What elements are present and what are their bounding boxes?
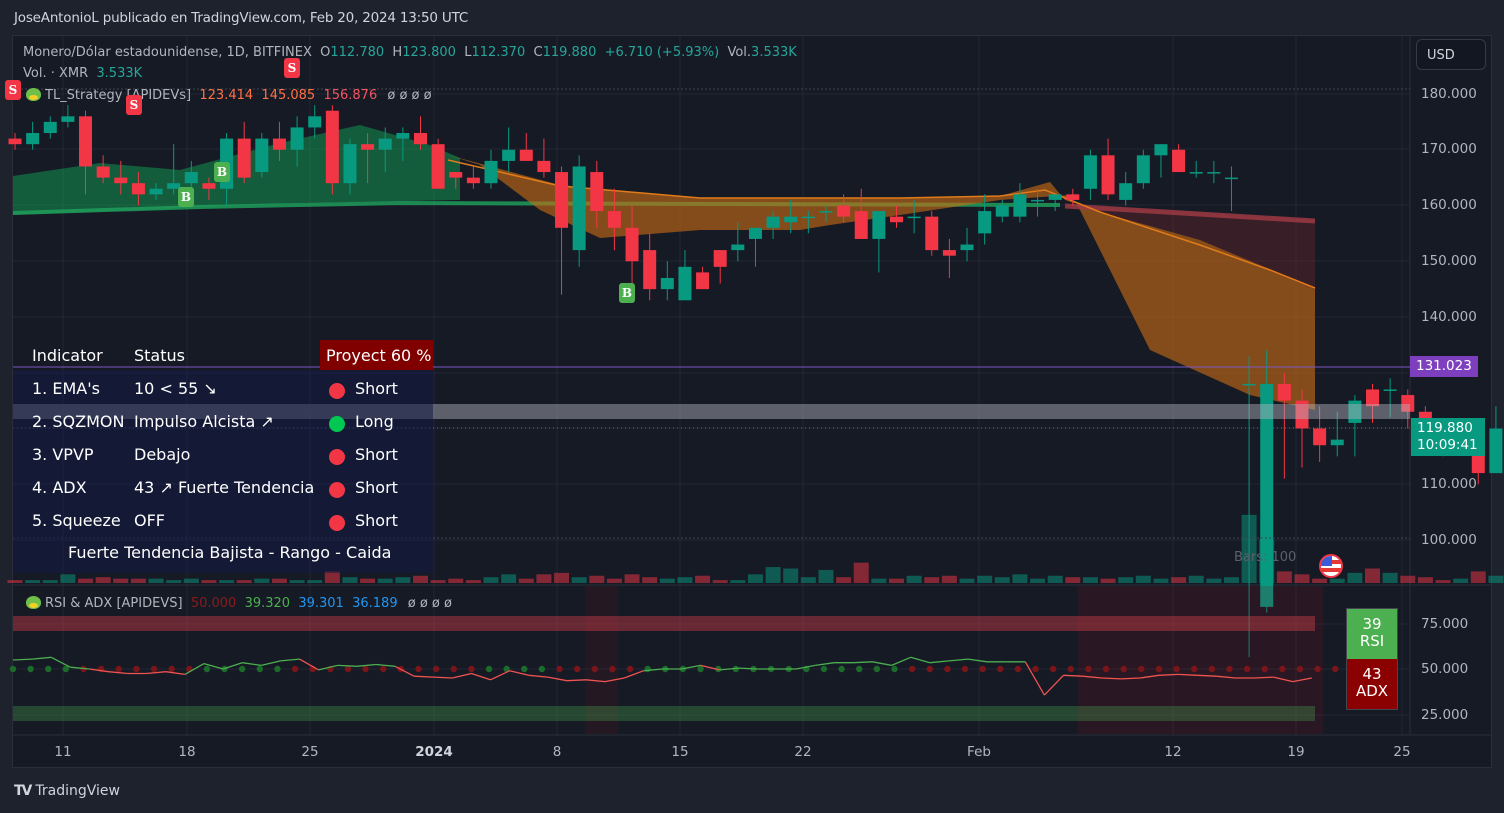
buy-signal-marker: B	[619, 283, 635, 303]
price-axis-label: 140.000	[1421, 309, 1477, 325]
time-axis-label: 22	[794, 744, 812, 760]
low-value: 112.370	[471, 45, 526, 60]
price-axis-label: 170.000	[1421, 141, 1477, 157]
price-axis-label: 160.000	[1421, 197, 1477, 213]
tradingview-brand[interactable]: TV TradingView	[14, 783, 120, 799]
strategy-legend[interactable]: TL_Strategy [APIDEVs] 123.414 145.085 15…	[26, 88, 432, 103]
price-axis-label: 180.000	[1421, 86, 1477, 102]
volume-legend[interactable]: Vol. · XMR 3.533K	[23, 66, 143, 81]
change-value: +6.710 (+5.93%)	[604, 45, 720, 60]
time-axis-label: 18	[178, 744, 196, 760]
symbol-legend: Monero/Dólar estadounidense, 1D, BITFINE…	[23, 45, 797, 60]
table-row: 5. Squeeze OFF Short	[13, 505, 433, 538]
rsi-cell: 39 RSI	[1347, 609, 1397, 659]
time-axis-label: 12	[1164, 744, 1182, 760]
time-axis-label: 8	[552, 744, 562, 760]
table-row: 1. EMA's 10 < 55 ↘ Short	[13, 373, 433, 406]
frog-icon	[26, 88, 41, 101]
signal-dot-icon	[329, 416, 345, 432]
indicator-table: Indicator Status Proyect 60 % 1. EMA's 10…	[13, 340, 433, 573]
publish-bar: JoseAntonioL publicado en TradingView.co…	[0, 0, 1504, 36]
buy-signal-marker: B	[178, 187, 194, 207]
publish-info: JoseAntonioL publicado en TradingView.co…	[14, 10, 469, 26]
last-price-tag: 119.880 10:09:41	[1411, 418, 1485, 456]
rsi-adx-box: 39 RSI 43 ADX	[1346, 608, 1398, 710]
frog-icon	[26, 596, 41, 609]
signal-dot-icon	[329, 449, 345, 465]
signal-dot-icon	[329, 482, 345, 498]
price-axis-label: 150.000	[1421, 253, 1477, 269]
rsi-axis-label: 25.000	[1421, 707, 1469, 723]
rsi-adx-legend[interactable]: RSI & ADX [APIDEVS] 50.000 39.320 39.301…	[26, 596, 452, 611]
tradingview-logo-icon: TV	[14, 783, 32, 799]
indicator-name: 1. EMA's	[32, 379, 100, 398]
time-axis-label: 25	[301, 744, 319, 760]
price-axis-label: 100.000	[1421, 532, 1477, 548]
footer-bar	[0, 768, 1504, 813]
time-axis-label: 15	[671, 744, 689, 760]
close-value: 119.880	[542, 45, 597, 60]
table-row: 2. SQZMON Impulso Alcista ↗ Long	[13, 406, 433, 439]
indicator-name: 3. VPVP	[32, 445, 94, 464]
rsi-axis-label: 50.000	[1421, 661, 1469, 677]
volume-value: 3.533K	[751, 45, 797, 60]
bars-count: Bars: 100	[1234, 550, 1297, 565]
indicator-signal: Short	[355, 511, 398, 530]
time-axis-label: 25	[1393, 744, 1411, 760]
sell-signal-marker: S	[126, 95, 142, 115]
trend-summary: Fuerte Tendencia Bajista - Rango - Caida	[68, 543, 392, 562]
indicator-signal: Short	[355, 445, 398, 464]
indicator-status: Impulso Alcista ↗	[134, 412, 274, 431]
table-header: Indicator Status Proyect 60 %	[13, 340, 433, 373]
time-axis-label: 19	[1287, 744, 1305, 760]
signal-dot-icon	[329, 515, 345, 531]
indicator-name: 5. Squeeze	[32, 511, 121, 530]
indicator-name: 2. SQZMON	[32, 412, 125, 431]
indicator-name: 4. ADX	[32, 478, 87, 497]
indicator-status: 43 ↗ Fuerte Tendencia	[134, 478, 315, 497]
projection-badge: Proyect 60 %	[320, 340, 433, 370]
buy-signal-marker: B	[214, 162, 230, 182]
indicator-signal: Long	[355, 412, 394, 431]
signal-dot-icon	[329, 383, 345, 399]
time-axis-label: 11	[54, 744, 72, 760]
bar-countdown: 10:09:41	[1417, 437, 1478, 453]
open-value: 112.780	[330, 45, 385, 60]
table-row: 3. VPVP Debajo Short	[13, 439, 433, 472]
sell-signal-marker: S	[5, 80, 21, 100]
indicator-signal: Short	[355, 379, 398, 398]
level-price-tag: 131.023	[1410, 356, 1478, 377]
symbol-name: Monero/Dólar estadounidense, 1D, BITFINE…	[23, 45, 312, 60]
indicator-status: 10 < 55 ↘	[134, 379, 217, 398]
adx-cell: 43 ADX	[1347, 659, 1397, 709]
time-axis-label: 2024	[415, 744, 453, 760]
high-value: 123.800	[402, 45, 456, 60]
price-axis-label: 110.000	[1421, 476, 1477, 492]
indicator-signal: Short	[355, 478, 398, 497]
us-flag-icon[interactable]	[1319, 554, 1343, 578]
time-axis-label: Feb	[967, 744, 991, 760]
indicator-status: Debajo	[134, 445, 191, 464]
table-row: 4. ADX 43 ↗ Fuerte Tendencia Short	[13, 472, 433, 505]
sell-signal-marker: S	[284, 58, 300, 78]
indicator-status: OFF	[134, 511, 165, 530]
currency-button[interactable]: USD	[1416, 39, 1486, 70]
rsi-axis-label: 75.000	[1421, 616, 1469, 632]
